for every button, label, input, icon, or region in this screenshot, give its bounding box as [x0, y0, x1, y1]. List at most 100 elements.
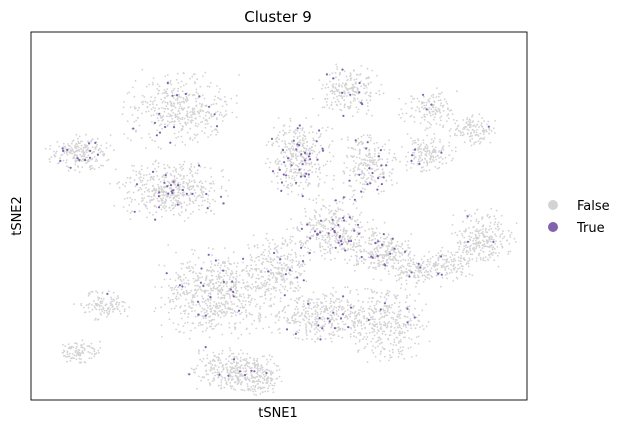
point-false: [381, 176, 383, 179]
point-false: [194, 284, 197, 287]
point-false: [303, 135, 306, 138]
point-false: [91, 290, 94, 293]
point-false: [240, 302, 243, 305]
point-false: [275, 289, 277, 292]
point-false: [398, 245, 400, 248]
point-false: [388, 149, 391, 151]
point-false: [222, 262, 224, 265]
point-false: [454, 133, 456, 135]
point-false: [398, 113, 400, 116]
point-false: [371, 331, 374, 334]
point-false: [478, 246, 481, 249]
point-false: [398, 310, 400, 313]
point-false: [238, 74, 240, 76]
point-false: [50, 156, 53, 159]
point-false: [238, 274, 241, 277]
point-false: [383, 257, 385, 259]
point-false: [69, 347, 72, 350]
point-false: [74, 342, 77, 344]
point-false: [201, 193, 204, 196]
point-false: [365, 91, 368, 93]
point-false: [124, 185, 127, 188]
point-false: [178, 95, 181, 98]
point-false: [94, 317, 97, 320]
point-false: [287, 318, 290, 321]
point-false: [469, 140, 472, 143]
point-false: [258, 318, 261, 320]
point-false: [209, 287, 212, 290]
point-false: [198, 208, 200, 211]
point-false: [344, 328, 346, 331]
point-false: [347, 139, 349, 141]
point-false: [193, 133, 196, 136]
point-false: [361, 99, 363, 102]
point-false: [195, 104, 198, 107]
point-false: [515, 222, 518, 225]
point-false: [275, 315, 278, 318]
point-false: [328, 333, 331, 336]
point-false: [180, 188, 183, 191]
point-false: [440, 266, 443, 269]
point-false: [363, 167, 366, 170]
point-false: [432, 155, 434, 158]
point-false: [295, 164, 297, 167]
point-false: [483, 120, 485, 123]
point-false: [266, 157, 269, 160]
point-false: [234, 389, 237, 391]
point-false: [380, 323, 383, 326]
point-false: [401, 264, 404, 267]
point-false: [308, 304, 310, 307]
point-false: [179, 306, 182, 309]
point-false: [140, 137, 143, 139]
point-false: [177, 285, 180, 288]
point-false: [220, 323, 223, 326]
point-false: [241, 306, 244, 309]
point-false: [228, 268, 230, 271]
point-false: [203, 311, 206, 314]
point-false: [63, 151, 66, 154]
point-false: [407, 240, 410, 242]
point-false: [183, 312, 186, 315]
point-false: [416, 323, 418, 326]
point-false: [372, 218, 374, 221]
point-false: [340, 299, 343, 302]
point-false: [385, 245, 388, 247]
point-false: [412, 140, 414, 142]
point-false: [440, 250, 442, 252]
point-false: [297, 308, 299, 311]
point-false: [153, 193, 156, 195]
point-false: [183, 117, 186, 120]
point-false: [478, 232, 480, 235]
point-false: [363, 158, 365, 161]
point-false: [335, 215, 337, 218]
point-false: [393, 152, 396, 155]
point-false: [393, 294, 396, 296]
point-false: [327, 227, 329, 230]
point-false: [364, 345, 367, 348]
point-false: [345, 87, 348, 90]
point-false: [469, 139, 472, 141]
point-false: [221, 333, 224, 336]
point-false: [80, 148, 83, 151]
point-false: [344, 258, 346, 261]
point-false: [100, 308, 102, 311]
point-false: [378, 301, 381, 303]
point-false: [65, 152, 68, 155]
point-false: [354, 173, 357, 176]
point-false: [210, 182, 213, 185]
point-false: [190, 119, 193, 121]
point-false: [207, 194, 210, 197]
point-false: [313, 251, 316, 254]
point-false: [122, 106, 125, 109]
point-false: [244, 288, 247, 290]
point-false: [319, 250, 322, 252]
point-false: [298, 162, 301, 165]
point-false: [66, 353, 69, 356]
point-false: [205, 373, 208, 376]
point-false: [220, 269, 223, 272]
point-false: [220, 375, 223, 377]
point-false: [225, 381, 228, 384]
point-false: [285, 180, 287, 183]
point-false: [359, 73, 362, 75]
point-false: [193, 179, 196, 182]
